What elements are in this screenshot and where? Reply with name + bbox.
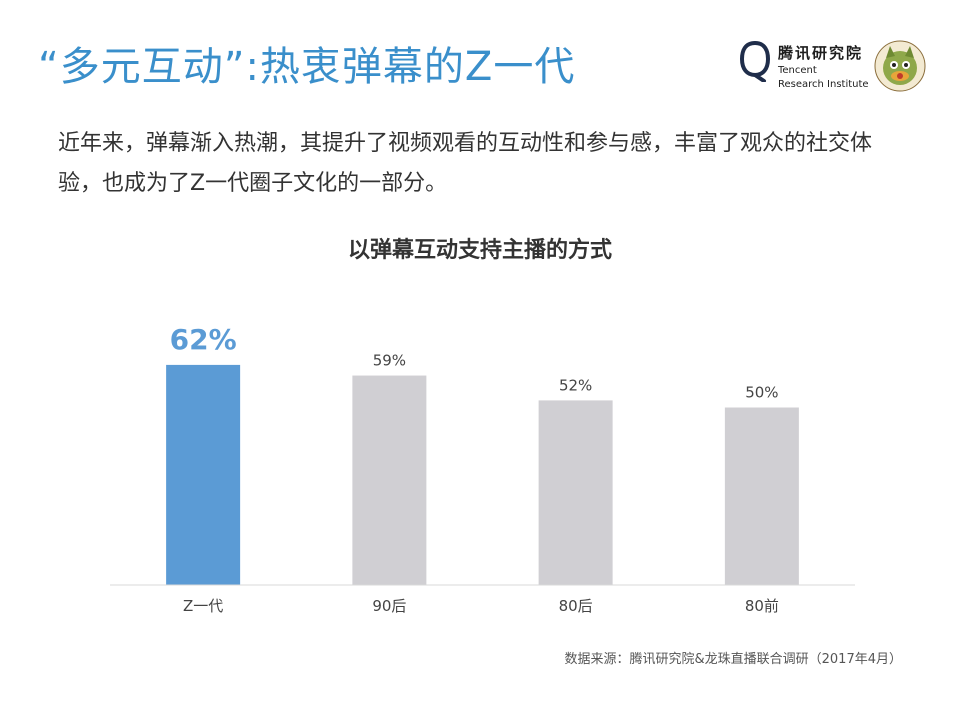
labels-group: 62% Z一代 59% 90后 52% 80后 50% 80前 bbox=[170, 323, 779, 615]
tencent-logo-icon bbox=[739, 40, 771, 83]
logo-text: 腾讯研究院 Tencent Research Institute bbox=[778, 42, 869, 91]
bar-0 bbox=[166, 364, 241, 585]
tencent-research-logo: 腾讯研究院 Tencent Research Institute bbox=[738, 40, 928, 96]
category-label-1: 90后 bbox=[372, 597, 406, 615]
value-label-0: 62% bbox=[170, 323, 237, 356]
logo-name-en-1: Tencent bbox=[778, 65, 817, 76]
intro-paragraph: 近年来，弹幕渐入热潮，其提升了视频观看的互动性和参与感，丰富了观众的社交体验，也… bbox=[58, 131, 873, 196]
bars-group bbox=[166, 364, 799, 585]
logo-name-cn: 腾讯研究院 bbox=[778, 44, 864, 62]
bar-3 bbox=[724, 407, 799, 585]
category-label-3: 80前 bbox=[745, 597, 779, 615]
bar-1 bbox=[352, 375, 427, 585]
bar-chart: 62% Z一代 59% 90后 52% 80后 50% 80前 bbox=[110, 323, 855, 615]
value-label-1: 59% bbox=[373, 352, 406, 370]
bar-2 bbox=[538, 400, 613, 585]
value-label-2: 52% bbox=[559, 376, 592, 394]
slide-title: “多元互动”:热衷弹幕的Z一代 bbox=[38, 44, 576, 90]
mascot-icon bbox=[874, 40, 926, 92]
data-source-note: 数据来源：腾讯研究院&龙珠直播联合调研（2017年4月） bbox=[564, 652, 903, 667]
chart-title: 以弹幕互动支持主播的方式 bbox=[347, 238, 612, 263]
category-label-0: Z一代 bbox=[183, 597, 223, 615]
logo-name-en-2: Research Institute bbox=[778, 79, 869, 90]
category-label-2: 80后 bbox=[559, 597, 593, 615]
value-label-3: 50% bbox=[745, 384, 778, 402]
